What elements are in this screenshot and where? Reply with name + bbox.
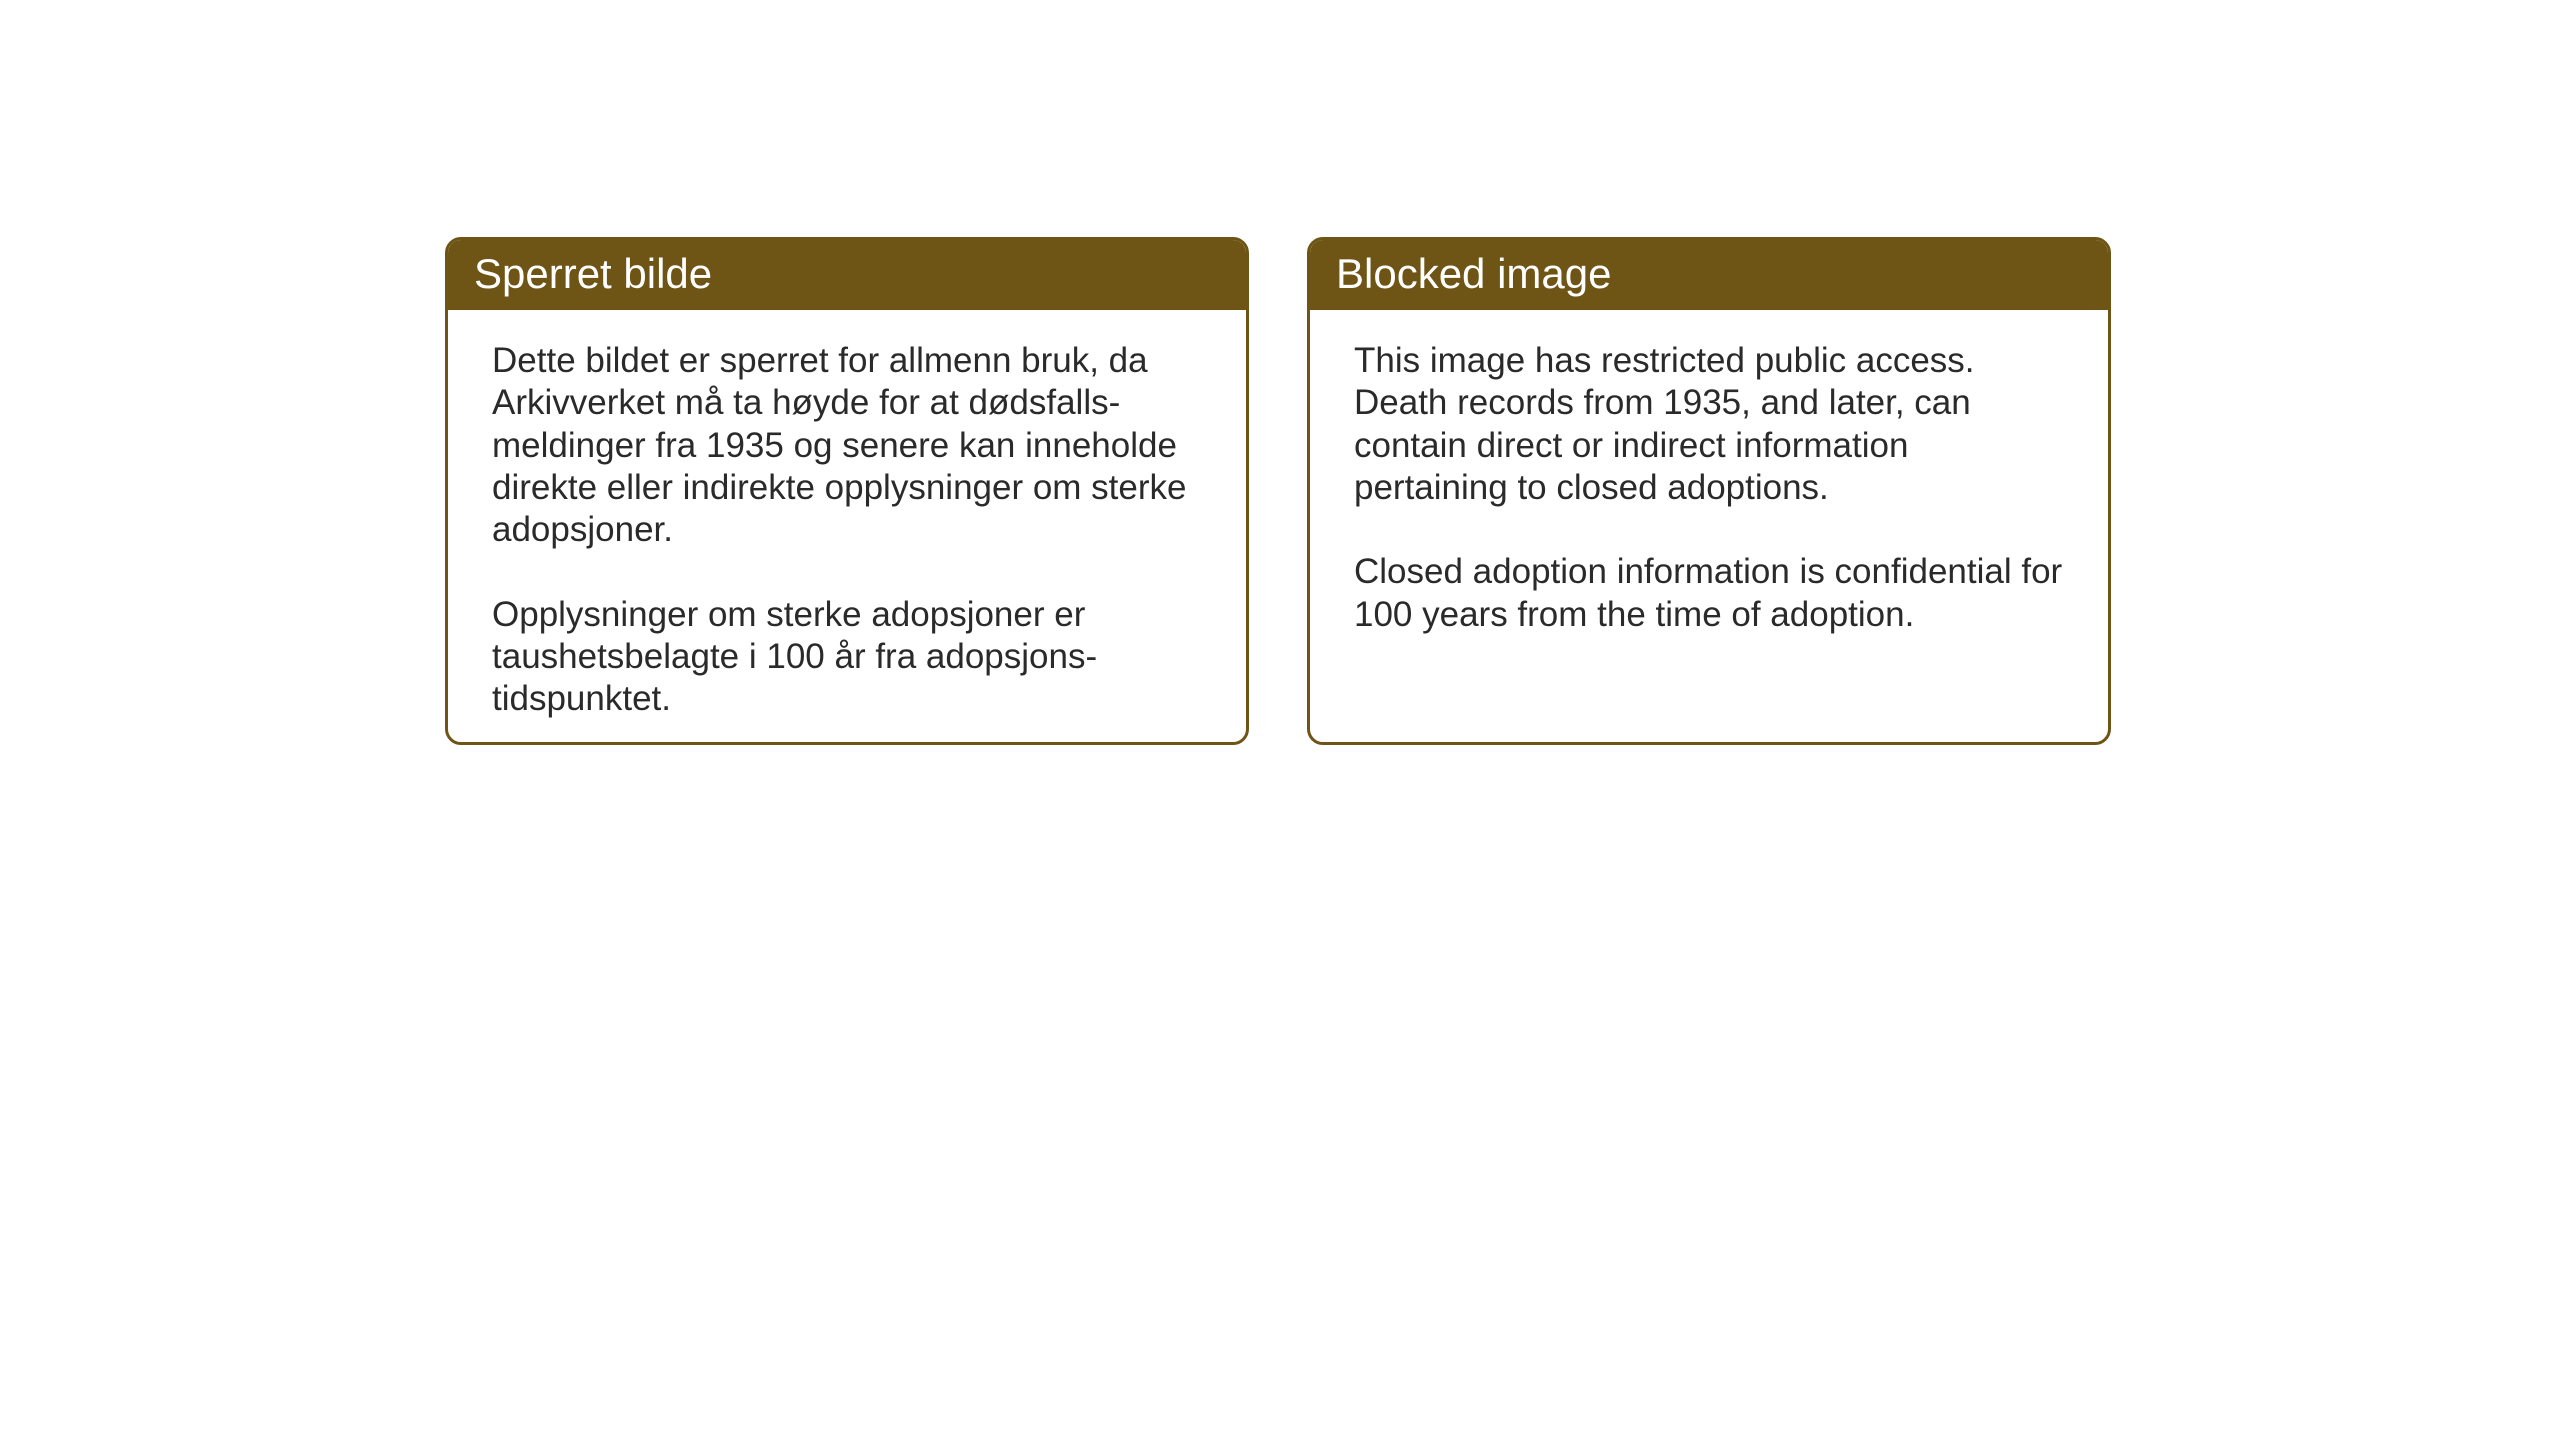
norwegian-paragraph-1: Dette bildet er sperret for allmenn bruk… [492, 340, 1202, 552]
english-paragraph-2: Closed adoption information is confident… [1354, 551, 2064, 636]
norwegian-card-title: Sperret bilde [448, 240, 1246, 310]
notice-cards-container: Sperret bilde Dette bildet er sperret fo… [445, 237, 2560, 745]
norwegian-notice-card: Sperret bilde Dette bildet er sperret fo… [445, 237, 1249, 745]
norwegian-card-body: Dette bildet er sperret for allmenn bruk… [448, 310, 1246, 745]
norwegian-paragraph-2: Opplysninger om sterke adopsjoner er tau… [492, 594, 1202, 721]
english-card-title: Blocked image [1310, 240, 2108, 310]
english-notice-card: Blocked image This image has restricted … [1307, 237, 2111, 745]
english-card-body: This image has restricted public access.… [1310, 310, 2108, 666]
english-paragraph-1: This image has restricted public access.… [1354, 340, 2064, 509]
